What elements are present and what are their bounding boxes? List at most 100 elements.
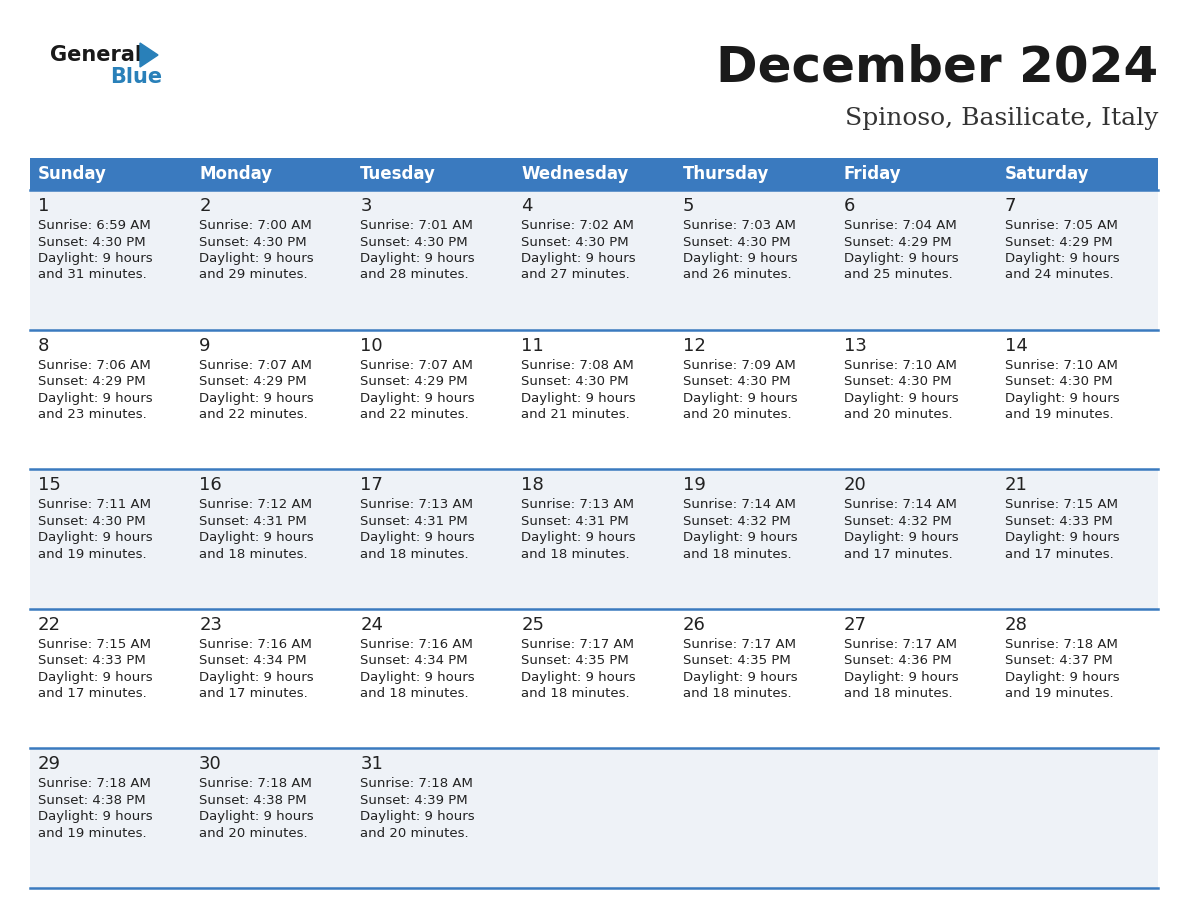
Text: 16: 16 xyxy=(200,476,222,494)
Bar xyxy=(835,158,997,190)
Text: 29: 29 xyxy=(38,756,61,773)
Text: Sunset: 4:31 PM: Sunset: 4:31 PM xyxy=(360,515,468,528)
Text: Tuesday: Tuesday xyxy=(360,165,436,183)
Text: Sunset: 4:31 PM: Sunset: 4:31 PM xyxy=(200,515,307,528)
Bar xyxy=(30,190,1158,330)
Text: Sunday: Sunday xyxy=(38,165,107,183)
Text: Daylight: 9 hours: Daylight: 9 hours xyxy=(38,252,152,265)
Text: Blue: Blue xyxy=(110,67,162,87)
Text: Sunrise: 7:12 AM: Sunrise: 7:12 AM xyxy=(200,498,312,511)
Bar xyxy=(675,158,835,190)
Text: Sunset: 4:29 PM: Sunset: 4:29 PM xyxy=(38,375,146,388)
Text: Spinoso, Basilicate, Italy: Spinoso, Basilicate, Italy xyxy=(845,106,1158,129)
Text: and 18 minutes.: and 18 minutes. xyxy=(200,548,308,561)
Text: Sunset: 4:39 PM: Sunset: 4:39 PM xyxy=(360,794,468,807)
Text: and 20 minutes.: and 20 minutes. xyxy=(360,827,469,840)
Text: Daylight: 9 hours: Daylight: 9 hours xyxy=(522,532,636,544)
Text: and 17 minutes.: and 17 minutes. xyxy=(38,688,147,700)
Text: Sunset: 4:30 PM: Sunset: 4:30 PM xyxy=(522,236,630,249)
Text: Sunset: 4:29 PM: Sunset: 4:29 PM xyxy=(843,236,952,249)
Text: 20: 20 xyxy=(843,476,866,494)
Text: and 18 minutes.: and 18 minutes. xyxy=(360,548,469,561)
Text: Sunset: 4:30 PM: Sunset: 4:30 PM xyxy=(38,515,146,528)
Text: 28: 28 xyxy=(1005,616,1028,633)
Text: Sunrise: 7:07 AM: Sunrise: 7:07 AM xyxy=(200,359,312,372)
Text: 15: 15 xyxy=(38,476,61,494)
Text: Thursday: Thursday xyxy=(683,165,769,183)
Text: 4: 4 xyxy=(522,197,533,215)
Text: and 18 minutes.: and 18 minutes. xyxy=(683,688,791,700)
Text: Sunset: 4:37 PM: Sunset: 4:37 PM xyxy=(1005,655,1113,667)
Text: 7: 7 xyxy=(1005,197,1017,215)
Text: Sunset: 4:32 PM: Sunset: 4:32 PM xyxy=(843,515,952,528)
Text: and 24 minutes.: and 24 minutes. xyxy=(1005,268,1113,282)
Text: Sunrise: 7:13 AM: Sunrise: 7:13 AM xyxy=(360,498,473,511)
Text: and 18 minutes.: and 18 minutes. xyxy=(843,688,953,700)
Text: Sunrise: 7:03 AM: Sunrise: 7:03 AM xyxy=(683,219,796,232)
Text: Sunset: 4:32 PM: Sunset: 4:32 PM xyxy=(683,515,790,528)
Text: Sunrise: 7:18 AM: Sunrise: 7:18 AM xyxy=(1005,638,1118,651)
Text: 24: 24 xyxy=(360,616,384,633)
Text: Sunrise: 7:17 AM: Sunrise: 7:17 AM xyxy=(522,638,634,651)
Text: Sunset: 4:30 PM: Sunset: 4:30 PM xyxy=(522,375,630,388)
Text: and 20 minutes.: and 20 minutes. xyxy=(843,409,953,421)
Text: Sunset: 4:35 PM: Sunset: 4:35 PM xyxy=(522,655,630,667)
Text: and 18 minutes.: and 18 minutes. xyxy=(360,688,469,700)
Text: and 31 minutes.: and 31 minutes. xyxy=(38,268,147,282)
Text: and 19 minutes.: and 19 minutes. xyxy=(1005,409,1113,421)
Bar xyxy=(30,469,1158,609)
Text: Daylight: 9 hours: Daylight: 9 hours xyxy=(1005,671,1119,684)
Text: December 2024: December 2024 xyxy=(715,44,1158,92)
Text: Sunset: 4:34 PM: Sunset: 4:34 PM xyxy=(360,655,468,667)
Text: Sunset: 4:38 PM: Sunset: 4:38 PM xyxy=(38,794,146,807)
Text: Sunrise: 7:08 AM: Sunrise: 7:08 AM xyxy=(522,359,634,372)
Text: Sunrise: 6:59 AM: Sunrise: 6:59 AM xyxy=(38,219,151,232)
Text: Sunset: 4:30 PM: Sunset: 4:30 PM xyxy=(683,375,790,388)
Text: and 19 minutes.: and 19 minutes. xyxy=(1005,688,1113,700)
Text: Daylight: 9 hours: Daylight: 9 hours xyxy=(360,671,475,684)
Text: Daylight: 9 hours: Daylight: 9 hours xyxy=(843,532,959,544)
Text: Daylight: 9 hours: Daylight: 9 hours xyxy=(200,671,314,684)
Text: 13: 13 xyxy=(843,337,866,354)
Text: Daylight: 9 hours: Daylight: 9 hours xyxy=(38,532,152,544)
Text: Daylight: 9 hours: Daylight: 9 hours xyxy=(522,252,636,265)
Text: 19: 19 xyxy=(683,476,706,494)
Text: Daylight: 9 hours: Daylight: 9 hours xyxy=(200,532,314,544)
Text: Daylight: 9 hours: Daylight: 9 hours xyxy=(200,252,314,265)
Bar xyxy=(30,748,1158,888)
Text: Daylight: 9 hours: Daylight: 9 hours xyxy=(200,392,314,405)
Text: Daylight: 9 hours: Daylight: 9 hours xyxy=(683,532,797,544)
Text: Daylight: 9 hours: Daylight: 9 hours xyxy=(360,392,475,405)
Text: Daylight: 9 hours: Daylight: 9 hours xyxy=(1005,252,1119,265)
Text: and 17 minutes.: and 17 minutes. xyxy=(200,688,308,700)
Text: 8: 8 xyxy=(38,337,50,354)
Text: Sunrise: 7:11 AM: Sunrise: 7:11 AM xyxy=(38,498,151,511)
Text: and 25 minutes.: and 25 minutes. xyxy=(843,268,953,282)
Bar xyxy=(997,158,1158,190)
Text: and 22 minutes.: and 22 minutes. xyxy=(200,409,308,421)
Text: 18: 18 xyxy=(522,476,544,494)
Text: and 20 minutes.: and 20 minutes. xyxy=(683,409,791,421)
Text: Daylight: 9 hours: Daylight: 9 hours xyxy=(843,671,959,684)
Polygon shape xyxy=(140,43,158,67)
Text: Wednesday: Wednesday xyxy=(522,165,628,183)
Text: and 26 minutes.: and 26 minutes. xyxy=(683,268,791,282)
Bar xyxy=(353,158,513,190)
Text: 22: 22 xyxy=(38,616,61,633)
Text: 25: 25 xyxy=(522,616,544,633)
Text: Sunrise: 7:15 AM: Sunrise: 7:15 AM xyxy=(1005,498,1118,511)
Bar xyxy=(191,158,353,190)
Text: Sunrise: 7:09 AM: Sunrise: 7:09 AM xyxy=(683,359,795,372)
Text: Sunset: 4:33 PM: Sunset: 4:33 PM xyxy=(38,655,146,667)
Text: 11: 11 xyxy=(522,337,544,354)
Text: Sunrise: 7:18 AM: Sunrise: 7:18 AM xyxy=(38,778,151,790)
Text: Saturday: Saturday xyxy=(1005,165,1089,183)
Text: Sunrise: 7:16 AM: Sunrise: 7:16 AM xyxy=(360,638,473,651)
Text: Sunrise: 7:06 AM: Sunrise: 7:06 AM xyxy=(38,359,151,372)
Text: Sunset: 4:30 PM: Sunset: 4:30 PM xyxy=(360,236,468,249)
Text: 17: 17 xyxy=(360,476,384,494)
Text: 9: 9 xyxy=(200,337,210,354)
Text: and 19 minutes.: and 19 minutes. xyxy=(38,548,146,561)
Text: Sunset: 4:29 PM: Sunset: 4:29 PM xyxy=(200,375,307,388)
Text: Daylight: 9 hours: Daylight: 9 hours xyxy=(522,392,636,405)
